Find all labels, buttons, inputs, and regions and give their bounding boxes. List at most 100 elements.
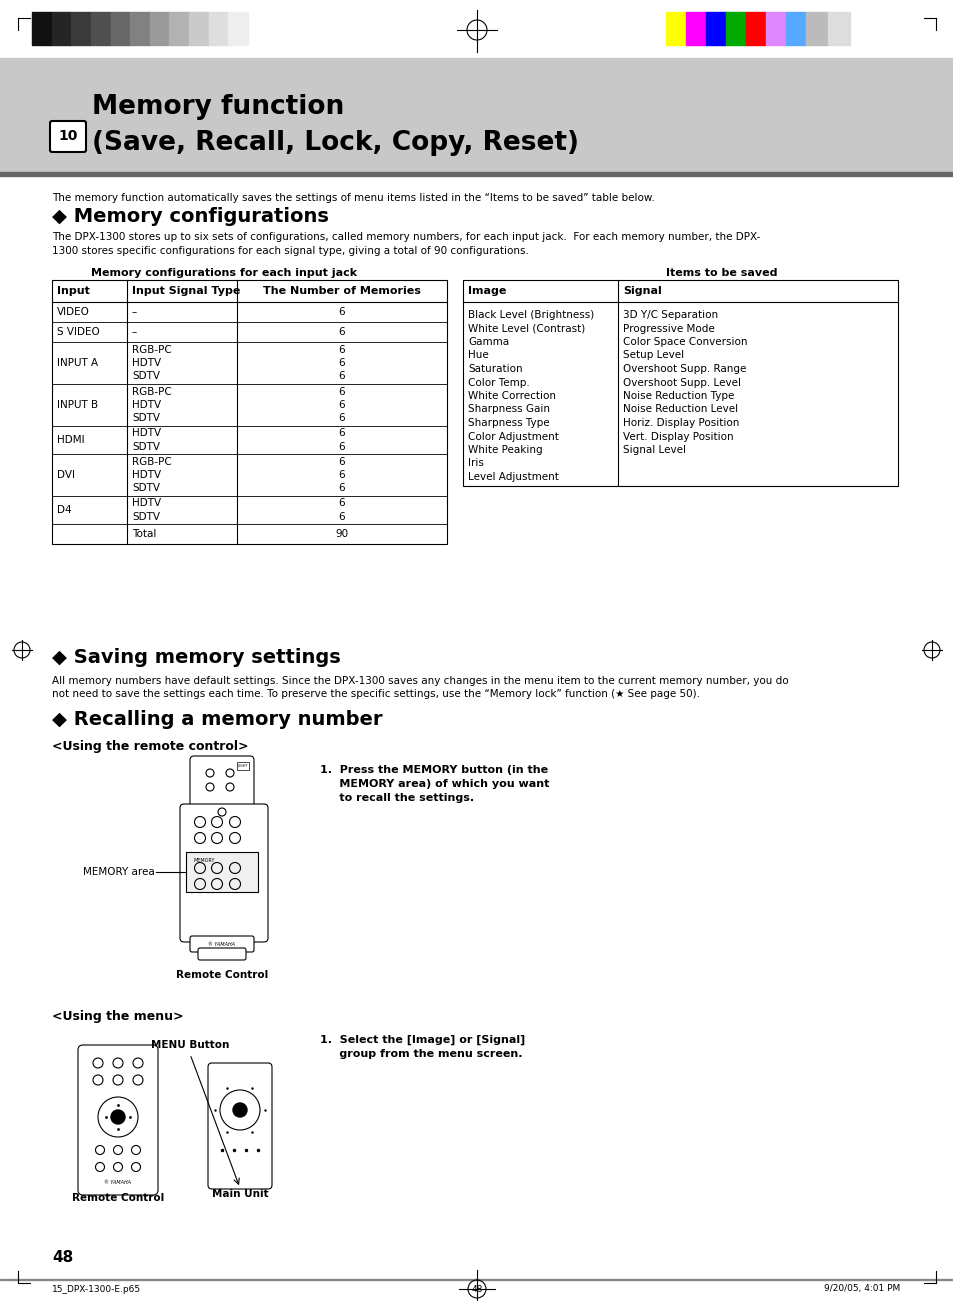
Circle shape (111, 1110, 125, 1124)
Text: 90: 90 (335, 530, 348, 539)
Text: Hue: Hue (468, 350, 488, 360)
Text: Items to be saved: Items to be saved (665, 268, 777, 278)
Text: –: – (132, 327, 137, 337)
Bar (0, 59, 953, 176)
Text: 1.  Select the [Image] or [Signal]: 1. Select the [Image] or [Signal] (319, 1036, 525, 1045)
Text: HDTV: HDTV (132, 470, 161, 480)
Text: Setup Level: Setup Level (622, 350, 683, 360)
FancyBboxPatch shape (180, 804, 268, 942)
Text: 6: 6 (338, 327, 345, 337)
Text: Remote Control: Remote Control (175, 971, 268, 980)
Bar (805, 12, 827, 46)
Bar (725, 12, 745, 46)
Text: 1300 stores specific configurations for each signal type, giving a total of 90 c: 1300 stores specific configurations for … (52, 246, 528, 256)
Text: SDTV: SDTV (132, 511, 160, 522)
Text: 48: 48 (52, 1250, 73, 1266)
Text: The memory function automatically saves the settings of menu items listed in the: The memory function automatically saves … (52, 193, 654, 203)
Text: Memory configurations for each input jack: Memory configurations for each input jac… (91, 268, 356, 278)
Text: HDTV: HDTV (132, 399, 161, 410)
Text: (Save, Recall, Lock, Copy, Reset): (Save, Recall, Lock, Copy, Reset) (91, 130, 578, 156)
Text: Color Temp.: Color Temp. (468, 377, 529, 388)
Text: SDTV: SDTV (132, 483, 160, 493)
Bar (189, 12, 209, 46)
Text: to recall the settings.: to recall the settings. (319, 794, 474, 803)
Text: 6: 6 (338, 470, 345, 480)
Text: LIGHT: LIGHT (237, 764, 248, 768)
Text: <Using the menu>: <Using the menu> (52, 1010, 183, 1023)
Text: Black Level (Brightness): Black Level (Brightness) (468, 310, 594, 320)
Text: The Number of Memories: The Number of Memories (263, 286, 420, 297)
Text: HDTV: HDTV (132, 498, 161, 509)
FancyBboxPatch shape (198, 948, 246, 960)
Bar (665, 12, 685, 46)
Text: Sharpness Gain: Sharpness Gain (468, 405, 550, 415)
Text: 6: 6 (338, 483, 345, 493)
Text: White Correction: White Correction (468, 392, 556, 401)
Text: SDTV: SDTV (132, 412, 160, 423)
Text: 6: 6 (338, 358, 345, 368)
Text: ® YAMAHA: ® YAMAHA (105, 1180, 132, 1185)
Text: RGB-PC: RGB-PC (132, 386, 172, 397)
Text: MEMORY area: MEMORY area (83, 866, 154, 877)
Text: Overshoot Supp. Level: Overshoot Supp. Level (622, 377, 740, 388)
Text: <Using the remote control>: <Using the remote control> (52, 740, 248, 753)
Text: 6: 6 (338, 371, 345, 381)
Bar (111, 12, 130, 46)
Text: 1.  Press the MEMORY button (in the: 1. Press the MEMORY button (in the (319, 765, 548, 775)
Text: DVI: DVI (57, 470, 75, 480)
Text: SDTV: SDTV (132, 441, 160, 451)
Bar (236, 762, 249, 770)
Text: 48: 48 (471, 1284, 482, 1293)
Text: ◆ Memory configurations: ◆ Memory configurations (52, 207, 329, 226)
Bar (170, 12, 189, 46)
Text: Signal: Signal (622, 286, 661, 297)
Text: not need to save the settings each time. To preserve the specific settings, use : not need to save the settings each time.… (52, 690, 700, 699)
Text: 6: 6 (338, 441, 345, 451)
Bar (685, 12, 705, 46)
Text: Horiz. Display Position: Horiz. Display Position (622, 418, 739, 428)
Text: HDMI: HDMI (57, 435, 85, 445)
Text: Color Space Conversion: Color Space Conversion (622, 337, 747, 347)
Text: –: – (132, 307, 137, 317)
Text: 6: 6 (338, 428, 345, 438)
Bar (186, 852, 257, 892)
Text: Gamma: Gamma (468, 337, 509, 347)
Text: 3D Y/C Separation: 3D Y/C Separation (622, 310, 718, 320)
Text: INPUT A: INPUT A (57, 358, 98, 368)
Text: 6: 6 (338, 498, 345, 509)
Text: MENU Button: MENU Button (151, 1039, 229, 1050)
Text: ® YAMAHA: ® YAMAHA (209, 942, 235, 947)
Bar (32, 12, 51, 46)
Circle shape (233, 1103, 247, 1118)
FancyBboxPatch shape (190, 756, 253, 812)
Text: VIDEO: VIDEO (57, 307, 90, 317)
FancyBboxPatch shape (50, 121, 86, 152)
Text: 6: 6 (338, 457, 345, 467)
Text: Progressive Mode: Progressive Mode (622, 324, 714, 333)
Text: Color Adjustment: Color Adjustment (468, 432, 558, 441)
Text: D4: D4 (57, 505, 71, 515)
Bar (0, 0, 953, 59)
Text: ◆ Saving memory settings: ◆ Saving memory settings (52, 648, 340, 667)
Text: 6: 6 (338, 386, 345, 397)
Text: INPUT B: INPUT B (57, 399, 98, 410)
Text: RGB-PC: RGB-PC (132, 345, 172, 355)
Bar (745, 12, 765, 46)
Bar (91, 12, 111, 46)
Bar (51, 12, 71, 46)
Text: 6: 6 (338, 345, 345, 355)
Text: Level Adjustment: Level Adjustment (468, 472, 558, 481)
Bar (71, 12, 91, 46)
Text: S VIDEO: S VIDEO (57, 327, 100, 337)
Text: 6: 6 (338, 399, 345, 410)
Bar (0, 1279, 953, 1280)
FancyBboxPatch shape (190, 935, 253, 952)
Bar (785, 12, 805, 46)
Text: White Peaking: White Peaking (468, 445, 542, 455)
Bar (130, 12, 150, 46)
Bar (705, 12, 725, 46)
Text: RGB-PC: RGB-PC (132, 457, 172, 467)
Text: Saturation: Saturation (468, 364, 522, 373)
Text: Vert. Display Position: Vert. Display Position (622, 432, 733, 441)
Text: All memory numbers have default settings. Since the DPX-1300 saves any changes i: All memory numbers have default settings… (52, 677, 788, 686)
